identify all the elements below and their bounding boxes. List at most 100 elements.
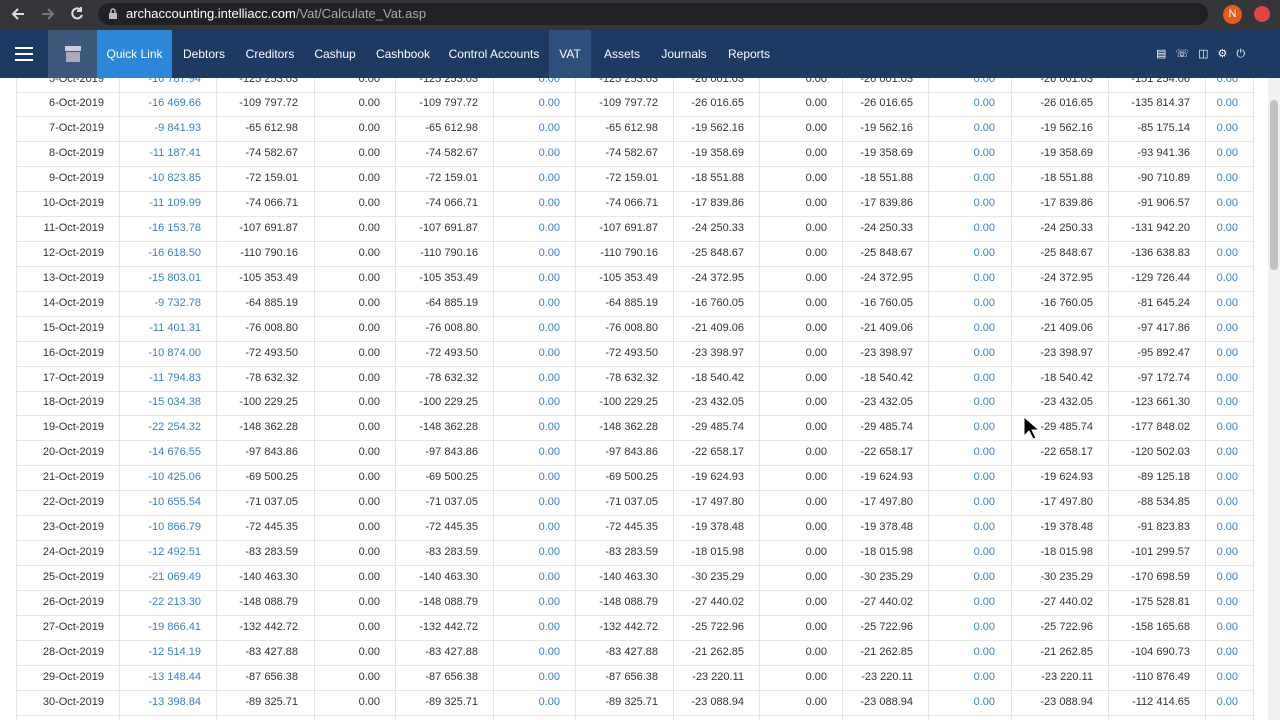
link-cell[interactable]: 0.00 [538,670,560,683]
link-cell[interactable]: -11 187.41 [149,147,201,160]
link-cell[interactable]: 0.00 [973,396,995,409]
link-cell[interactable]: 0.00 [1216,421,1238,434]
link-cell[interactable]: -15 803.01 [148,271,201,284]
link-cell[interactable]: 0.00 [973,78,995,85]
link-cell[interactable]: 0.00 [973,271,995,284]
link-cell[interactable]: 0.00 [538,545,560,558]
link-cell[interactable]: -9 841.93 [154,122,201,135]
link-cell[interactable]: 0.00 [973,246,995,259]
link-cell[interactable]: 0.00 [973,446,995,459]
nav-item[interactable]: Assets [603,47,640,61]
nav-item[interactable]: Cashbook [375,47,431,61]
link-cell[interactable]: -16 153.78 [148,222,201,235]
link-cell[interactable]: 0.00 [538,620,560,633]
browser-nav-buttons[interactable] [0,0,95,30]
link-cell[interactable]: -11 794.83 [149,371,201,384]
link-cell[interactable]: 0.00 [538,446,560,459]
menu-button[interactable] [15,46,35,62]
link-cell[interactable]: 0.00 [973,371,995,384]
link-cell[interactable]: 0.00 [538,97,560,110]
link-cell[interactable]: 0.00 [973,147,995,160]
link-cell[interactable]: 0.00 [1216,78,1238,85]
link-cell[interactable]: 0.00 [1216,147,1238,160]
link-cell[interactable]: 0.00 [973,595,995,608]
link-cell[interactable]: -12 514.19 [148,645,201,658]
link-cell[interactable]: 0.00 [973,695,995,708]
link-cell[interactable]: 0.00 [538,147,560,160]
link-cell[interactable]: 0.00 [1216,346,1238,359]
link-cell[interactable]: 0.00 [1216,545,1238,558]
link-cell[interactable]: 0.00 [538,471,560,484]
link-cell[interactable]: 0.00 [973,296,995,309]
link-cell[interactable]: -21 069.49 [148,570,201,583]
link-cell[interactable]: 0.00 [973,670,995,683]
link-cell[interactable]: 0.00 [973,620,995,633]
link-cell[interactable]: -14 676.55 [148,446,201,459]
link-cell[interactable]: 0.00 [1216,222,1238,235]
link-cell[interactable]: 0.00 [538,222,560,235]
link-cell[interactable]: -10 874.00 [148,346,201,359]
link-cell[interactable]: 0.00 [973,122,995,135]
nav-icons[interactable]: ▤☏◫⚙⏻ [1156,48,1255,60]
nav-item[interactable]: VAT [549,30,591,78]
nav-item[interactable]: Control Accounts [448,47,540,61]
link-cell[interactable]: 0.00 [1216,670,1238,683]
link-cell[interactable]: 0.00 [538,78,560,85]
link-cell[interactable]: 0.00 [1216,172,1238,185]
link-cell[interactable]: 0.00 [538,172,560,185]
link-cell[interactable]: -11 109.99 [149,197,201,210]
link-cell[interactable]: 0.00 [973,645,995,658]
nav-item[interactable]: Cashup [314,47,356,61]
link-cell[interactable]: 0.00 [538,271,560,284]
link-cell[interactable]: 0.00 [973,496,995,509]
link-cell[interactable]: -13 148.44 [148,670,201,683]
link-cell[interactable]: -19 866.41 [148,620,201,633]
link-cell[interactable]: -11 401.31 [149,321,201,334]
link-cell[interactable]: 0.00 [1216,521,1238,534]
link-cell[interactable]: 0.00 [973,545,995,558]
link-cell[interactable]: -15 034.38 [148,396,201,409]
link-cell[interactable]: 0.00 [538,421,560,434]
link-cell[interactable]: 0.00 [538,521,560,534]
link-cell[interactable]: -9 732.78 [154,296,201,309]
nav-item[interactable]: Quick Link [97,30,172,78]
link-cell[interactable]: 0.00 [538,396,560,409]
link-cell[interactable]: 0.00 [538,371,560,384]
link-cell[interactable]: 0.00 [1216,246,1238,259]
link-cell[interactable]: 0.00 [1216,645,1238,658]
link-cell[interactable]: 0.00 [973,222,995,235]
link-cell[interactable]: 0.00 [973,172,995,185]
link-cell[interactable]: 0.00 [1216,197,1238,210]
link-cell[interactable]: 0.00 [538,321,560,334]
link-cell[interactable]: -10 425.06 [148,471,201,484]
link-cell[interactable]: 0.00 [538,595,560,608]
link-cell[interactable]: -22 254.32 [148,421,201,434]
link-cell[interactable]: 0.00 [1216,371,1238,384]
link-cell[interactable]: 0.00 [538,645,560,658]
link-cell[interactable]: 0.00 [973,97,995,110]
link-cell[interactable]: -10 655.54 [148,496,201,509]
link-cell[interactable]: -16 469.66 [148,97,201,110]
link-cell[interactable]: 0.00 [1216,570,1238,583]
link-cell[interactable]: 0.00 [538,197,560,210]
link-cell[interactable]: 0.00 [973,570,995,583]
link-cell[interactable]: 0.00 [1216,620,1238,633]
link-cell[interactable]: 0.00 [1216,321,1238,334]
link-cell[interactable]: -12 492.51 [148,545,201,558]
link-cell[interactable]: 0.00 [1216,97,1238,110]
link-cell[interactable]: 0.00 [1216,471,1238,484]
link-cell[interactable]: 0.00 [1216,396,1238,409]
link-cell[interactable]: -16 618.50 [148,246,201,259]
scrollbar[interactable] [1268,78,1280,720]
link-cell[interactable]: 0.00 [973,421,995,434]
link-cell[interactable]: -22 213.30 [148,595,201,608]
profile-avatar[interactable]: N [1223,5,1242,24]
link-cell[interactable]: 0.00 [1216,122,1238,135]
link-cell[interactable]: -13 398.84 [148,695,201,708]
link-cell[interactable]: 0.00 [538,695,560,708]
link-cell[interactable]: 0.00 [538,346,560,359]
nav-item[interactable]: Reports [727,47,771,61]
link-cell[interactable]: 0.00 [973,521,995,534]
address-bar[interactable]: archaccounting.intelliacc.com/Vat/Calcul… [98,3,1208,25]
link-cell[interactable]: 0.00 [1216,695,1238,708]
